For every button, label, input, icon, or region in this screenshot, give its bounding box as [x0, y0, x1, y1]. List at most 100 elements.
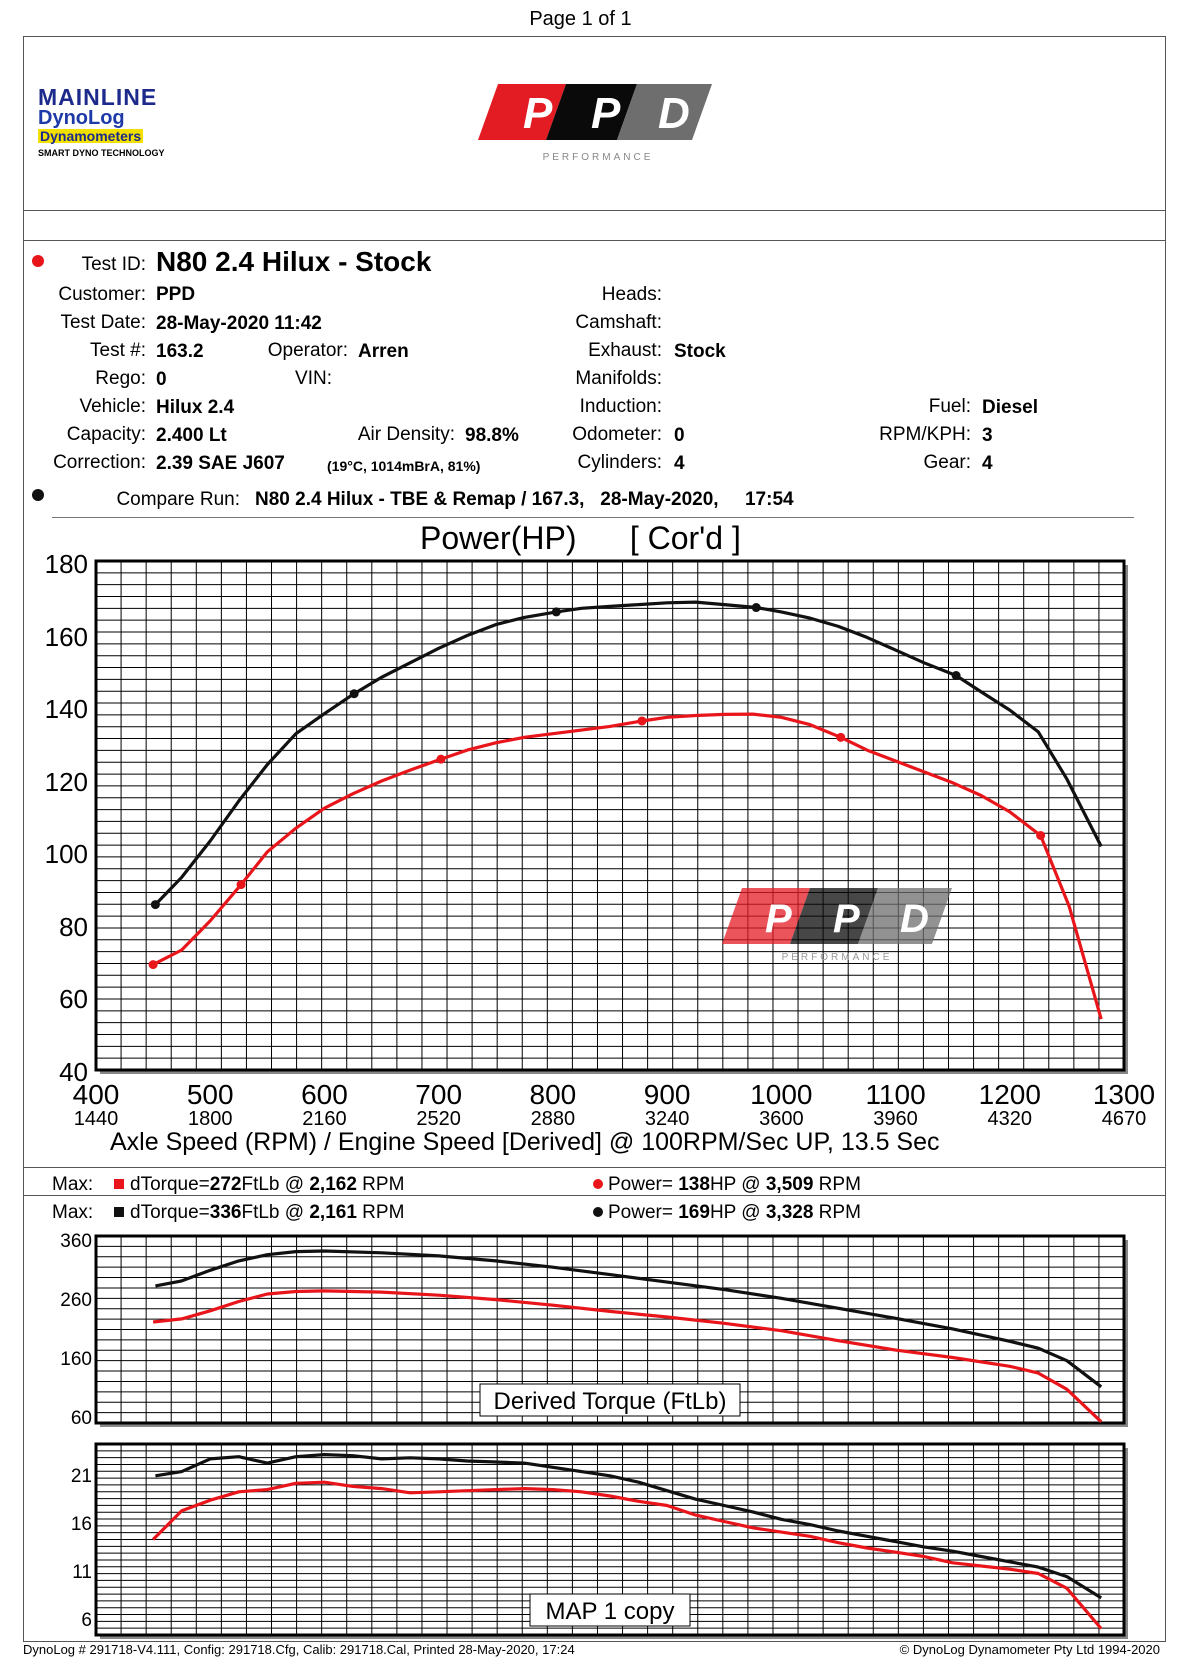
divider: [23, 1195, 1166, 1196]
power-rpm: 3,509: [765, 1174, 814, 1195]
chart-frame: [94, 559, 1126, 1072]
odometer: 0: [674, 425, 685, 446]
series-marker: [236, 880, 246, 890]
ppd-watermark-shape: [722, 888, 810, 944]
induction-label: Induction:: [579, 396, 662, 417]
red-dot-icon: [593, 1179, 603, 1189]
cylinders-label: Cylinders:: [577, 452, 662, 473]
series-line-black: [155, 1452, 1103, 1600]
x-tick-engine-label: 3240: [645, 1108, 690, 1130]
run-red-marker: [32, 255, 44, 267]
compare-run-label: Compare Run:: [116, 489, 240, 510]
logo-text: MAINLINE: [38, 84, 158, 110]
series-marker: [148, 960, 158, 970]
divider: [23, 1167, 1166, 1168]
series-marker: [551, 607, 561, 617]
series-marker: [637, 716, 647, 726]
series-marker: [349, 689, 359, 699]
odometer-label: Odometer:: [572, 424, 662, 445]
camshaft-label: Camshaft:: [575, 312, 662, 333]
y-tick-label: 180: [44, 549, 88, 579]
report-frame: [23, 36, 1166, 1642]
gear-label: Gear:: [923, 452, 971, 473]
max-label: Max:: [52, 1202, 94, 1223]
footer-left: DynoLog # 291718-V4.111, Config: 291718.…: [23, 1642, 575, 1657]
series-line-red: [152, 1289, 1103, 1423]
heads-label: Heads:: [601, 284, 662, 305]
max-label: Max:: [52, 1174, 94, 1195]
ppd-watermark-letter: P: [765, 897, 792, 941]
rego-label: Rego:: [95, 368, 146, 389]
test-date-label: Test Date:: [60, 312, 146, 333]
y-tick-label: 140: [44, 694, 88, 724]
x-tick-label: 1200: [979, 1079, 1041, 1110]
logo-text: SMART DYNO TECHNOLOGY: [38, 148, 165, 158]
torque-rpm: 2,162: [309, 1174, 357, 1195]
series-marker: [751, 603, 761, 613]
black-dot-icon: [593, 1207, 603, 1217]
ppd-watermark-letter: D: [900, 897, 929, 941]
black-square-icon: [114, 1207, 124, 1217]
x-tick-engine-label: 3960: [873, 1108, 918, 1130]
x-tick-engine-label: 4320: [988, 1108, 1033, 1130]
series-marker: [951, 671, 961, 681]
x-tick-engine-label: 1800: [188, 1108, 233, 1130]
y-tick-label: 16: [70, 1514, 92, 1535]
x-tick-label: 1300: [1093, 1079, 1155, 1110]
max-torque-black: dTorque=336FtLb @ 2,161 RPM: [130, 1202, 404, 1224]
air-density: 98.8%: [465, 425, 519, 446]
x-tick-label: 700: [415, 1079, 462, 1110]
correction: 2.39 SAE J607: [156, 453, 285, 474]
torque-rpm: 2,161: [309, 1202, 357, 1223]
x-tick-label: 600: [301, 1079, 348, 1110]
y-tick-label: 160: [60, 1349, 92, 1370]
torque-unit: FtLb @: [241, 1202, 305, 1223]
x-tick-label: 1100: [865, 1079, 925, 1110]
ppd-watermark-tagline: PERFORMANCE: [782, 952, 893, 963]
air-density-label: Air Density:: [357, 424, 455, 445]
power-label: Power=: [608, 1174, 673, 1195]
y-tick-label: 60: [70, 1408, 92, 1429]
logo-text: DynoLog: [38, 107, 125, 129]
series-line-red: [151, 1480, 1103, 1630]
series-marker: [1036, 830, 1046, 840]
x-tick-engine-label: 2160: [302, 1108, 347, 1130]
y-tick-label: 100: [44, 839, 88, 869]
x-tick-engine-label: 3600: [759, 1108, 804, 1130]
customer: PPD: [156, 284, 196, 305]
power-chart-title: Power(HP) [ Cor'd ]: [420, 520, 741, 556]
operator-label: Operator:: [267, 340, 348, 361]
divider: [52, 517, 1134, 518]
correction-label: Correction:: [53, 452, 146, 473]
exhaust-label: Exhaust:: [588, 340, 662, 361]
test-date: 28-May-2020 11:42: [156, 313, 322, 334]
page-number: Page 1 of 1: [529, 8, 632, 30]
chart-label-box: [479, 1383, 741, 1417]
series-line-black: [155, 1249, 1103, 1389]
power-rpm: 3,328: [765, 1202, 814, 1223]
torque-unit: FtLb @: [241, 1174, 305, 1195]
series-line-black: [154, 600, 1103, 906]
exhaust: Stock: [674, 341, 726, 362]
torque-label: dTorque=: [130, 1202, 210, 1223]
mainline-dynolog-logo: MAINLINE DynoLog Dynamometers SMART DYNO…: [38, 86, 183, 158]
compare-run: N80 2.4 Hilux - TBE & Remap / 167.3, 28-…: [255, 489, 794, 510]
rpm-unit: RPM: [362, 1174, 405, 1195]
rpm-kph-label: RPM/KPH:: [879, 424, 971, 445]
x-tick-engine-label: 2880: [531, 1108, 576, 1130]
logo-text: Dynamometers: [38, 128, 144, 144]
capacity: 2.400 Lt: [156, 425, 227, 446]
ppd-watermark-letter: P: [833, 897, 860, 941]
y-tick-label: 360: [60, 1231, 92, 1252]
power-label: Power=: [608, 1202, 673, 1223]
test-id-label: Test ID:: [81, 254, 146, 275]
chart-label: Derived Torque (FtLb): [494, 1388, 727, 1415]
vehicle: Hilux 2.4: [156, 397, 235, 418]
power-value: 169: [678, 1202, 710, 1223]
manifolds-label: Manifolds:: [575, 368, 662, 389]
x-axis-title: Axle Speed (RPM) / Engine Speed [Derived…: [110, 1128, 940, 1156]
max-power-red: Power= 138HP @ 3,509 RPM: [608, 1174, 861, 1196]
torque-label: dTorque=: [130, 1174, 210, 1195]
rpm-kph: 3: [982, 425, 993, 446]
